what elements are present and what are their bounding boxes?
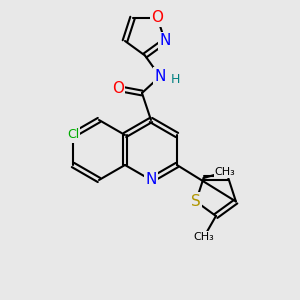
Text: N: N (145, 172, 157, 188)
Text: H: H (170, 73, 180, 86)
Text: CH₃: CH₃ (194, 232, 214, 242)
Text: Cl: Cl (67, 128, 79, 142)
Text: O: O (112, 81, 124, 96)
Text: S: S (191, 194, 201, 209)
Text: CH₃: CH₃ (214, 167, 235, 177)
Text: O: O (151, 10, 163, 25)
Text: N: N (159, 34, 171, 49)
Text: N: N (154, 69, 166, 84)
